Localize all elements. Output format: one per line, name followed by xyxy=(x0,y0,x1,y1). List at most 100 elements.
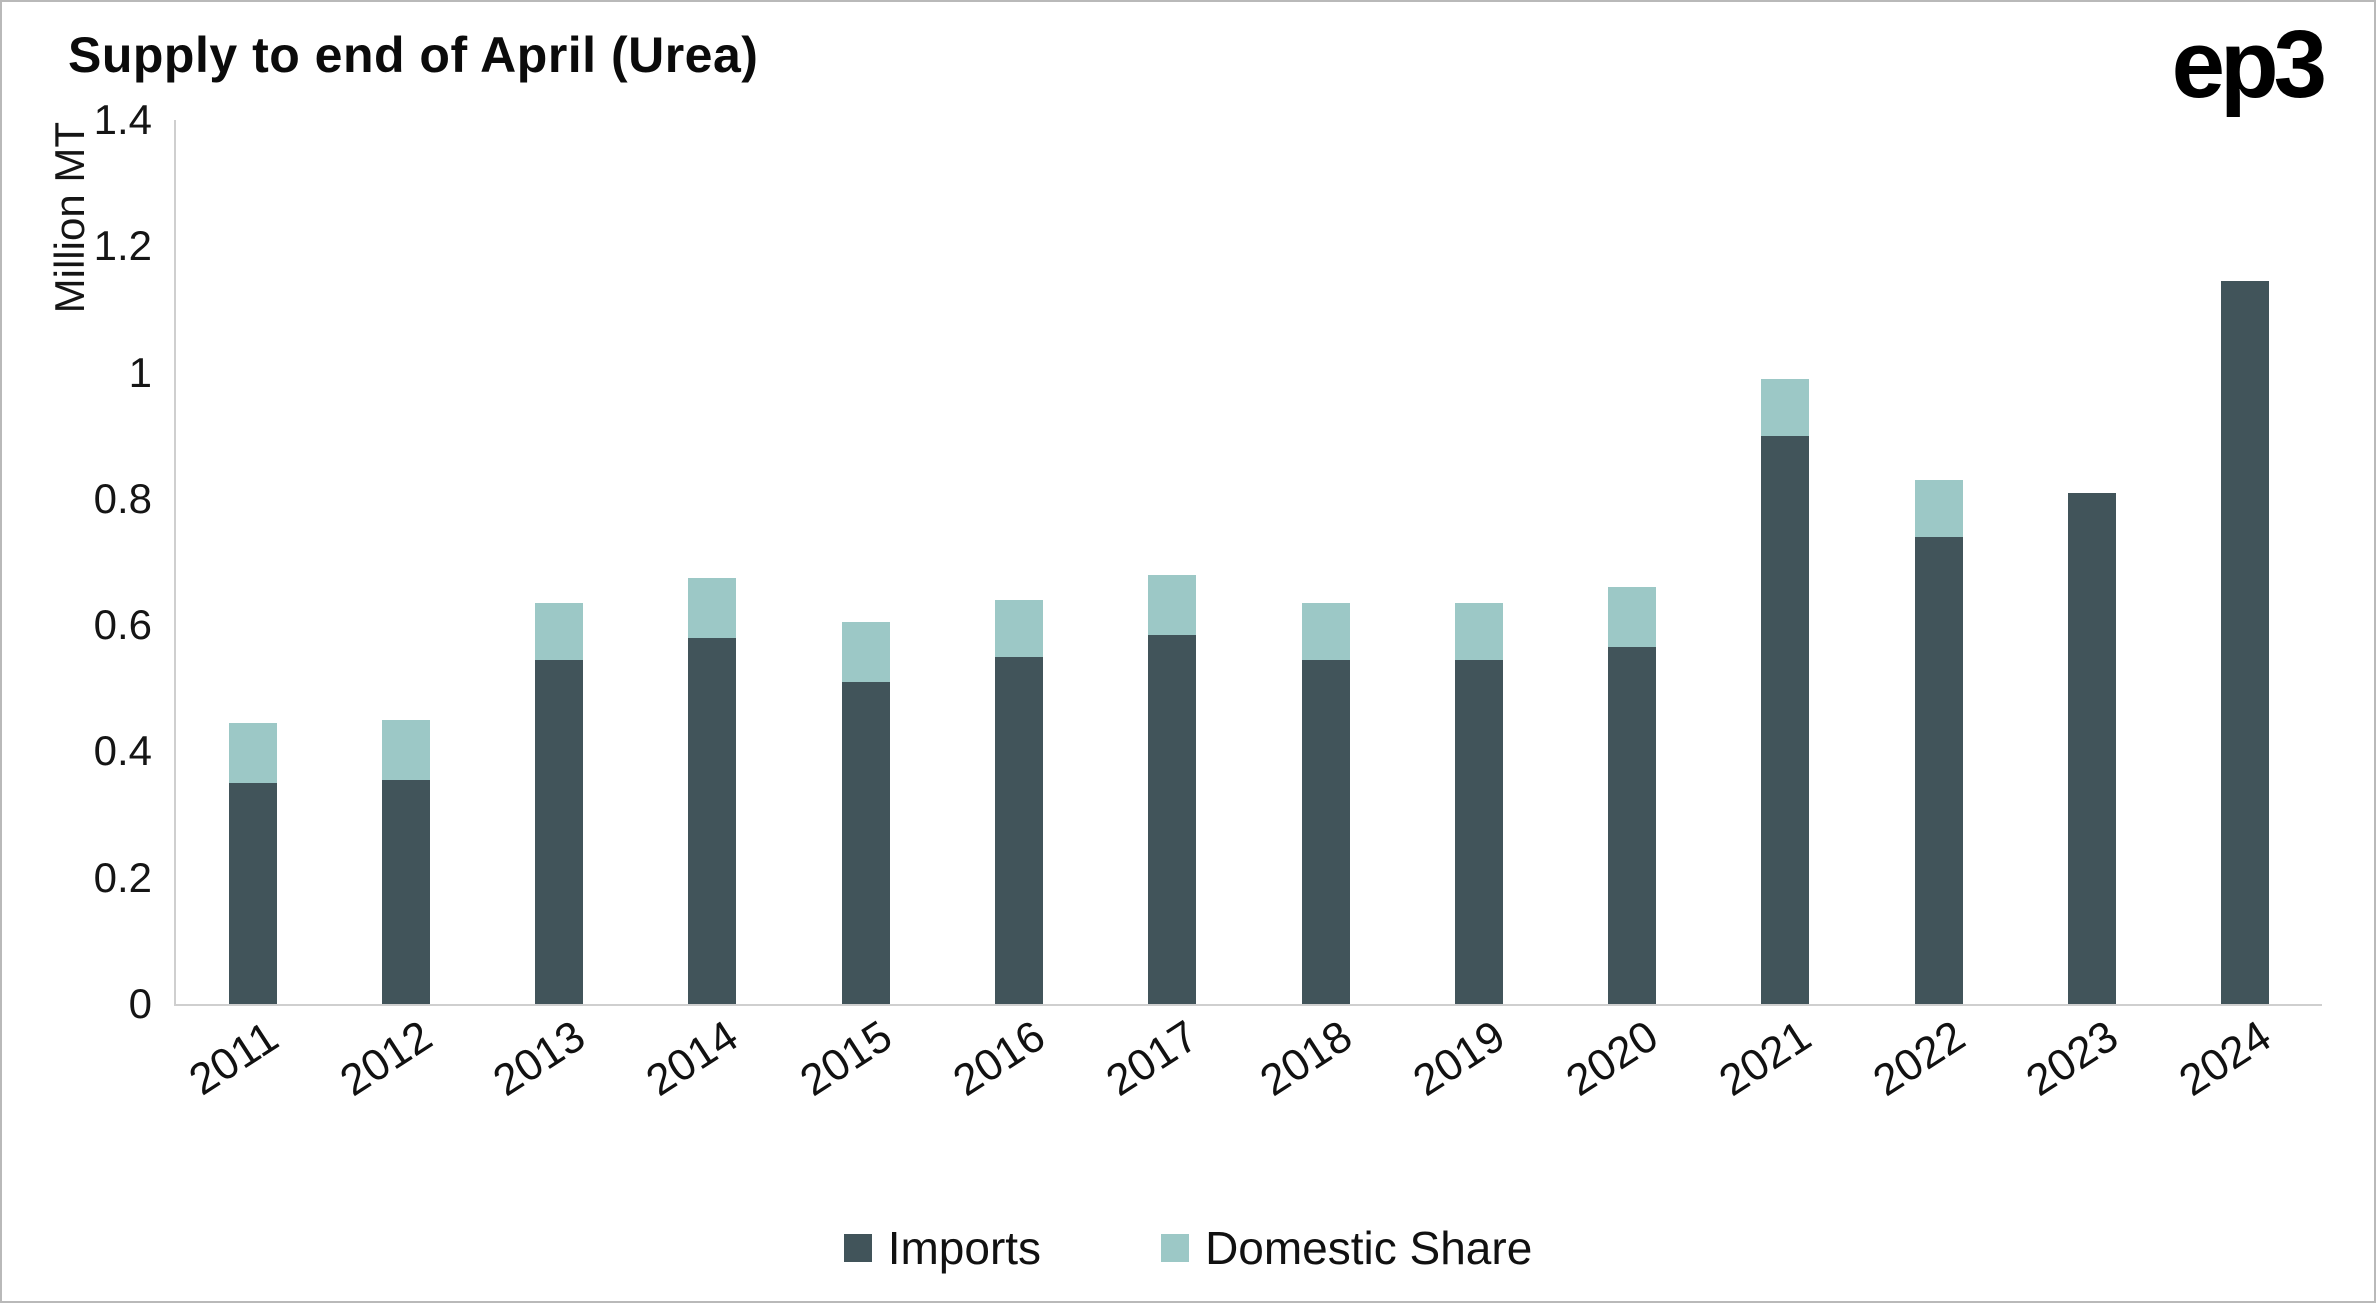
bar-segment-imports xyxy=(1761,435,1810,1004)
x-tick-label: 2018 xyxy=(1251,1011,1361,1106)
bar-segment-domestic-share xyxy=(1608,587,1657,648)
bar-segment-imports xyxy=(535,659,584,1004)
bar-slot xyxy=(483,120,636,1004)
bar-segment-domestic-share xyxy=(1761,378,1810,436)
bar-segment-imports xyxy=(2068,492,2117,1004)
bar-segment-imports xyxy=(995,656,1044,1004)
bar-2023 xyxy=(2068,120,2117,1004)
x-label-slot: 2019 xyxy=(1402,1004,1555,1179)
legend-swatch xyxy=(843,1234,872,1262)
bar-slot xyxy=(1862,120,2015,1004)
legend-item-domestic-share: Domestic Share xyxy=(1161,1221,1532,1275)
bar-2014 xyxy=(688,120,737,1004)
x-label-slot: 2023 xyxy=(2015,1004,2168,1179)
legend-item-imports: Imports xyxy=(843,1221,1042,1275)
bar-segment-domestic-share xyxy=(688,577,737,638)
x-tick-label: 2019 xyxy=(1404,1011,1514,1106)
x-tick-label: 2013 xyxy=(484,1011,594,1106)
chart-title: Supply to end of April (Urea) xyxy=(68,27,759,83)
x-label-slot: 2016 xyxy=(942,1004,1095,1179)
bar-slot xyxy=(1709,120,1862,1004)
bar-segment-imports xyxy=(228,783,277,1004)
bar-2015 xyxy=(841,120,890,1004)
bar-segment-domestic-share xyxy=(381,719,430,780)
x-label-slot: 2014 xyxy=(636,1004,789,1179)
bar-2021 xyxy=(1761,120,1810,1004)
x-tick-label: 2012 xyxy=(331,1011,441,1106)
x-tick-label: 2024 xyxy=(2171,1011,2280,1106)
x-axis-labels: 2011 2012 2013 2014 2015 2016 2017 2018 2019 2020… xyxy=(176,1004,2322,1179)
x-tick-label: 2014 xyxy=(638,1011,748,1106)
bar-segment-domestic-share xyxy=(841,622,890,682)
x-label-slot: 2018 xyxy=(1249,1004,1402,1179)
x-tick-label: 2023 xyxy=(2017,1011,2127,1106)
bar-segment-domestic-share xyxy=(1301,603,1350,660)
y-tick-label: 1.2 xyxy=(93,222,152,270)
bar-segment-domestic-share xyxy=(1914,479,1963,537)
y-tick-label: 1.4 xyxy=(93,96,152,143)
bars xyxy=(176,120,2322,1004)
x-tick-label: 2015 xyxy=(791,1011,901,1106)
bar-2013 xyxy=(535,120,584,1004)
x-label-slot: 2020 xyxy=(1556,1004,1709,1179)
x-tick-label: 2016 xyxy=(944,1011,1054,1106)
y-tick-label: 0 xyxy=(128,980,152,1027)
bar-slot xyxy=(329,120,482,1004)
bar-segment-imports xyxy=(1301,659,1350,1004)
bar-slot xyxy=(2015,120,2168,1004)
bar-2011 xyxy=(228,120,277,1004)
bar-segment-imports xyxy=(841,681,890,1004)
y-axis-ticks: 0 0.2 0.4 0.6 0.8 1 1.2 1.4 xyxy=(94,99,2322,1025)
x-label-slot: 2015 xyxy=(789,1004,942,1179)
bar-slot xyxy=(1556,120,1709,1004)
bar-segment-imports xyxy=(381,779,430,1004)
bar-slot xyxy=(942,120,1095,1004)
x-tick-label: 2021 xyxy=(1711,1011,1820,1106)
y-tick-label: 0.2 xyxy=(93,853,152,901)
bar-2012 xyxy=(381,120,430,1004)
bar-segment-imports xyxy=(1608,647,1657,1004)
x-label-slot: 2012 xyxy=(329,1004,482,1179)
bar-2019 xyxy=(1454,120,1503,1004)
bar-segment-imports xyxy=(688,637,737,1004)
bar-slot xyxy=(176,120,329,1004)
bar-segment-domestic-share xyxy=(228,723,277,783)
bar-2018 xyxy=(1301,120,1350,1004)
bar-2024 xyxy=(2221,120,2270,1004)
x-label-slot: 2011 xyxy=(176,1004,329,1179)
bar-slot xyxy=(1402,120,1555,1004)
x-tick-label: 2020 xyxy=(1557,1011,1667,1106)
bar-segment-domestic-share xyxy=(995,599,1044,657)
x-label-slot: 2022 xyxy=(1862,1004,2015,1179)
bar-segment-imports xyxy=(1148,634,1197,1004)
bar-segment-domestic-share xyxy=(1148,574,1197,635)
bar-2022 xyxy=(1914,120,1963,1004)
x-label-slot: 2017 xyxy=(1096,1004,1249,1179)
bar-slot xyxy=(1096,120,1249,1004)
plot-area: 0 0.2 0.4 0.6 0.8 1 1.2 1.4 2011 2012 2013 2014 201… xyxy=(94,99,2322,1106)
x-label-slot: 2021 xyxy=(1709,1004,1862,1179)
y-tick-label: 0.4 xyxy=(93,727,152,775)
bar-slot xyxy=(2169,120,2322,1004)
legend: Imports Domestic Share xyxy=(2,1221,2374,1275)
x-label-slot: 2013 xyxy=(483,1004,636,1179)
y-tick-label: 1 xyxy=(128,348,152,396)
bar-slot xyxy=(636,120,789,1004)
bar-segment-domestic-share xyxy=(1454,603,1503,660)
y-tick-label: 0.8 xyxy=(93,474,152,522)
bar-segment-imports xyxy=(1454,659,1503,1004)
bar-slot xyxy=(1249,120,1402,1004)
bar-slot xyxy=(789,120,942,1004)
bar-segment-imports xyxy=(2221,281,2270,1004)
x-tick-label: 2011 xyxy=(180,1012,287,1105)
bar-2017 xyxy=(1148,120,1197,1004)
x-tick-label: 2017 xyxy=(1098,1011,1207,1106)
legend-label: Domestic Share xyxy=(1205,1222,1533,1274)
ep3-logo: ep3 xyxy=(2171,11,2327,118)
bar-segment-domestic-share xyxy=(535,603,584,660)
y-tick-label: 0.6 xyxy=(93,601,152,649)
y-axis-title: Million MT xyxy=(46,122,93,314)
bar-segment-imports xyxy=(1914,536,1963,1004)
legend-label: Imports xyxy=(887,1222,1042,1274)
